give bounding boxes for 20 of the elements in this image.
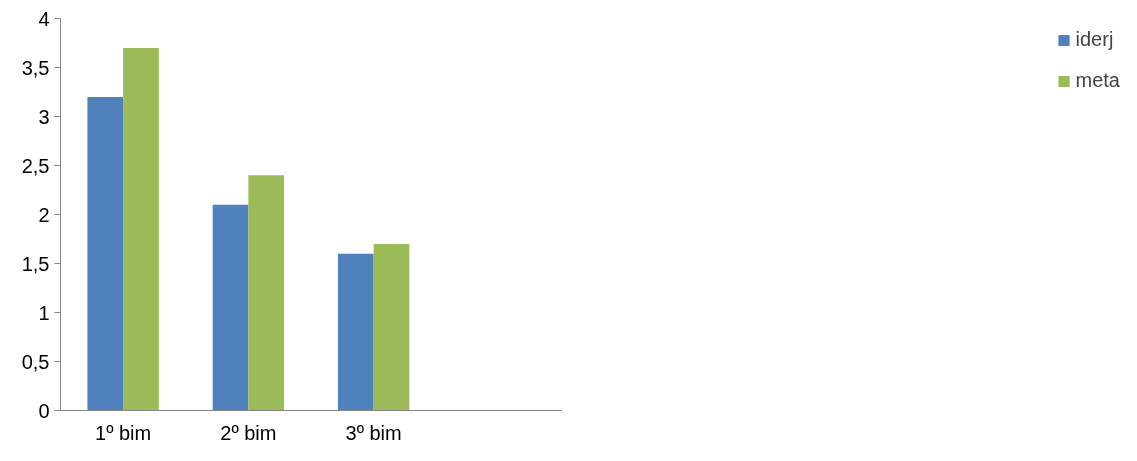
bar: [123, 47, 159, 411]
y-tick-label: 2: [38, 203, 50, 226]
bar: [337, 253, 374, 411]
legend-label: iderj: [1075, 28, 1114, 51]
y-tick-label: 3,5: [21, 56, 50, 79]
y-tick-label: 2,5: [21, 154, 50, 177]
bar: [212, 204, 249, 411]
x-tick-label: 3º bim: [345, 421, 402, 444]
y-tick-label: 0: [38, 399, 50, 422]
bar: [373, 243, 410, 411]
y-tick-label: 1,5: [21, 252, 50, 275]
x-tick-label: 1º bim: [95, 421, 152, 444]
y-tick-label: 3: [38, 105, 50, 128]
x-tick-label: 2º bim: [220, 421, 277, 444]
y-tick-label: 1: [38, 301, 50, 324]
bar: [87, 96, 124, 411]
y-tick-label: 4: [38, 7, 50, 30]
legend-label: meta: [1075, 69, 1120, 92]
bar: [248, 175, 285, 411]
y-tick-label: 0,5: [21, 350, 50, 373]
